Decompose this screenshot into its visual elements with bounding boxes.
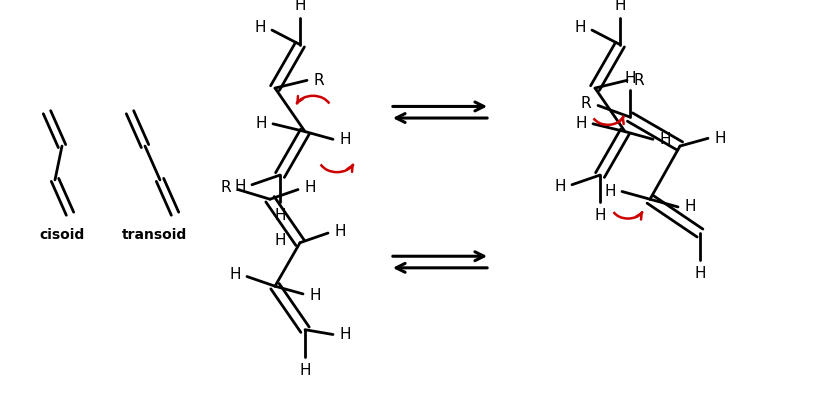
Text: R: R bbox=[220, 180, 231, 195]
Text: H: H bbox=[256, 116, 267, 131]
Text: H: H bbox=[234, 179, 246, 194]
Text: H: H bbox=[274, 233, 286, 248]
Text: H: H bbox=[299, 363, 310, 378]
Text: H: H bbox=[229, 267, 241, 282]
Text: H: H bbox=[274, 208, 286, 223]
Text: H: H bbox=[310, 289, 321, 303]
Text: H: H bbox=[595, 208, 606, 223]
Text: H: H bbox=[659, 132, 671, 147]
Text: H: H bbox=[695, 266, 706, 281]
Text: cisoid: cisoid bbox=[39, 228, 84, 242]
Text: R: R bbox=[581, 96, 591, 111]
Text: H: H bbox=[604, 184, 616, 199]
Text: H: H bbox=[574, 20, 586, 35]
Text: R: R bbox=[634, 73, 645, 88]
Text: H: H bbox=[294, 0, 305, 13]
Text: H: H bbox=[575, 116, 586, 131]
Text: H: H bbox=[554, 179, 566, 194]
Text: H: H bbox=[304, 180, 316, 195]
Text: H: H bbox=[614, 0, 626, 13]
Text: transoid: transoid bbox=[122, 228, 188, 242]
Text: H: H bbox=[339, 132, 351, 147]
Text: R: R bbox=[314, 73, 324, 88]
Text: H: H bbox=[334, 223, 346, 239]
Text: H: H bbox=[254, 20, 265, 35]
Text: H: H bbox=[339, 327, 351, 342]
Text: H: H bbox=[714, 131, 726, 146]
Text: H: H bbox=[624, 71, 636, 86]
Text: H: H bbox=[684, 199, 696, 214]
